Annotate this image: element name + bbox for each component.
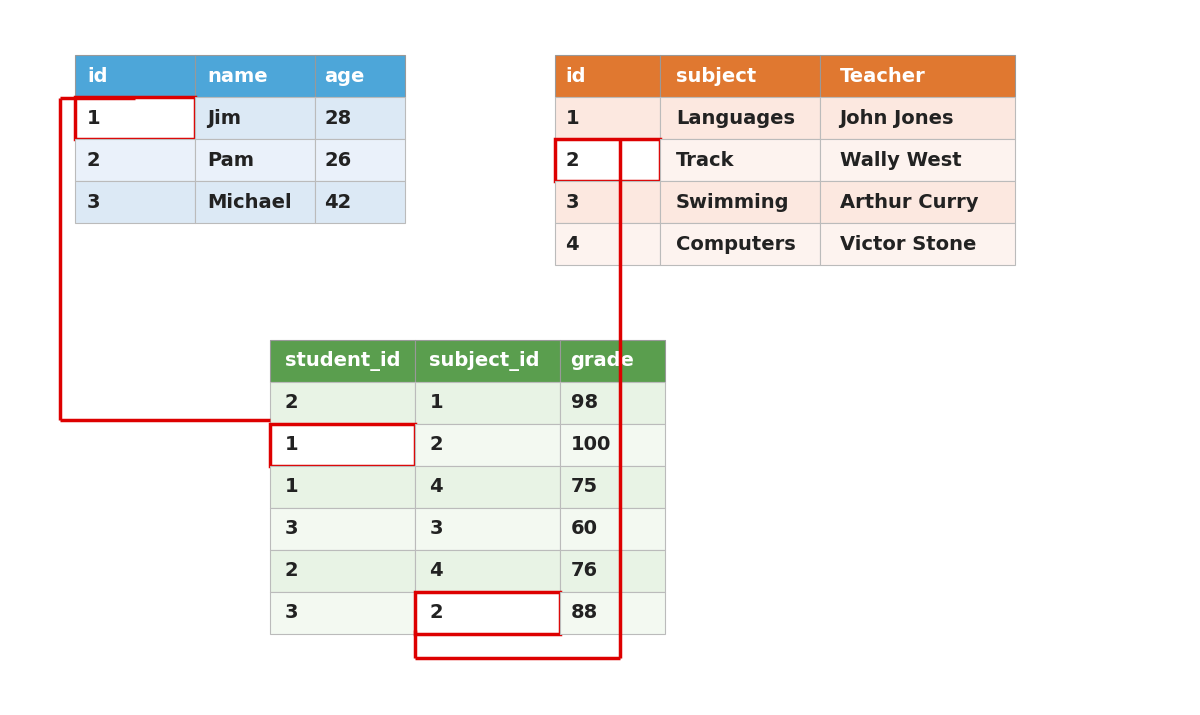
Text: 3: 3: [430, 520, 443, 538]
Bar: [660, 223, 820, 265]
Text: Teacher: Teacher: [840, 66, 925, 86]
Bar: [820, 55, 1015, 97]
Text: 4: 4: [565, 235, 580, 254]
Bar: [270, 424, 415, 466]
Bar: [554, 223, 660, 265]
Bar: [415, 382, 560, 424]
Bar: [74, 97, 194, 139]
Text: 42: 42: [324, 192, 352, 212]
Bar: [74, 55, 194, 97]
Text: 4: 4: [430, 561, 443, 581]
Text: 88: 88: [570, 603, 598, 623]
Bar: [270, 508, 415, 550]
Bar: [314, 181, 406, 223]
Text: 26: 26: [324, 150, 352, 169]
Bar: [554, 55, 660, 97]
Bar: [560, 382, 665, 424]
Text: Languages: Languages: [676, 109, 796, 127]
Bar: [415, 508, 560, 550]
Text: 98: 98: [570, 393, 598, 413]
Text: grade: grade: [570, 352, 635, 370]
Text: 4: 4: [430, 478, 443, 496]
Bar: [820, 181, 1015, 223]
Text: 2: 2: [88, 150, 101, 169]
Text: Jim: Jim: [208, 109, 241, 127]
Text: 28: 28: [324, 109, 352, 127]
Bar: [194, 55, 314, 97]
Text: 3: 3: [284, 520, 298, 538]
Bar: [560, 550, 665, 592]
Text: 1: 1: [284, 478, 298, 496]
Text: age: age: [324, 66, 365, 86]
Bar: [660, 97, 820, 139]
Bar: [415, 550, 560, 592]
Text: 1: 1: [565, 109, 580, 127]
Text: 76: 76: [570, 561, 598, 581]
Bar: [270, 550, 415, 592]
Bar: [314, 139, 406, 181]
Bar: [660, 139, 820, 181]
Text: id: id: [565, 66, 586, 86]
Bar: [270, 382, 415, 424]
Bar: [660, 55, 820, 97]
Text: 1: 1: [430, 393, 443, 413]
Bar: [194, 181, 314, 223]
Text: student_id: student_id: [284, 351, 400, 371]
Bar: [560, 466, 665, 508]
Bar: [554, 139, 660, 181]
Bar: [820, 97, 1015, 139]
Text: 3: 3: [565, 192, 580, 212]
Bar: [560, 508, 665, 550]
Bar: [415, 340, 560, 382]
Bar: [415, 424, 560, 466]
Text: subject: subject: [676, 66, 756, 86]
Text: Wally West: Wally West: [840, 150, 961, 169]
Text: 2: 2: [284, 393, 298, 413]
Text: 3: 3: [284, 603, 298, 623]
Text: 100: 100: [570, 435, 611, 455]
Bar: [314, 97, 406, 139]
Text: 3: 3: [88, 192, 101, 212]
Text: 1: 1: [284, 435, 298, 455]
Text: 60: 60: [570, 520, 598, 538]
Bar: [270, 340, 415, 382]
Bar: [554, 181, 660, 223]
Bar: [560, 592, 665, 634]
Bar: [820, 139, 1015, 181]
Bar: [194, 139, 314, 181]
Bar: [270, 466, 415, 508]
Text: Pam: Pam: [208, 150, 254, 169]
Text: name: name: [208, 66, 268, 86]
Text: 1: 1: [88, 109, 101, 127]
Text: Arthur Curry: Arthur Curry: [840, 192, 978, 212]
Bar: [560, 424, 665, 466]
Text: John Jones: John Jones: [840, 109, 954, 127]
Bar: [554, 97, 660, 139]
Text: subject_id: subject_id: [430, 351, 540, 371]
Text: 75: 75: [570, 478, 598, 496]
Text: Track: Track: [676, 150, 734, 169]
Text: 2: 2: [430, 603, 443, 623]
Bar: [560, 340, 665, 382]
Bar: [415, 592, 560, 634]
Text: Michael: Michael: [208, 192, 292, 212]
Text: 2: 2: [565, 150, 580, 169]
Text: Swimming: Swimming: [676, 192, 790, 212]
Text: Victor Stone: Victor Stone: [840, 235, 976, 254]
Text: 2: 2: [430, 435, 443, 455]
Bar: [194, 97, 314, 139]
Bar: [314, 55, 406, 97]
Bar: [270, 592, 415, 634]
Bar: [660, 181, 820, 223]
Bar: [415, 466, 560, 508]
Bar: [820, 223, 1015, 265]
Text: Computers: Computers: [676, 235, 796, 254]
Bar: [74, 139, 194, 181]
Text: 2: 2: [284, 561, 298, 581]
Bar: [74, 181, 194, 223]
Text: id: id: [88, 66, 108, 86]
